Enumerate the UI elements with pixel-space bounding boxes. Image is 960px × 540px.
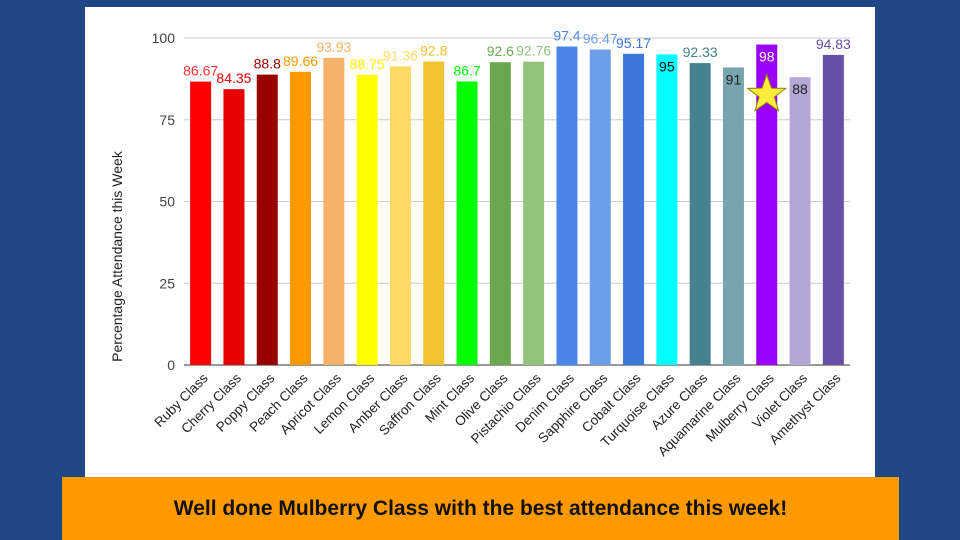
- data-label: 92.8: [420, 43, 447, 59]
- star-icon: [746, 72, 788, 112]
- y-tick-label: 25: [159, 275, 175, 291]
- chart-panel: 0 25 50 75 100 Percentage Attendance this Wee…: [85, 7, 875, 485]
- bar-sapphire-class: [589, 49, 611, 366]
- bar-chart: 0 25 50 75 100 Percentage Attendance this Wee…: [109, 28, 851, 460]
- y-tick-label: 75: [159, 112, 175, 128]
- data-label: 86.7: [453, 62, 480, 78]
- data-label: 91: [726, 71, 742, 87]
- data-label: 88: [792, 81, 808, 97]
- data-label: 95.17: [616, 35, 651, 51]
- bar-amethyst-class: [822, 54, 844, 366]
- bar-cobalt-class: [623, 53, 645, 366]
- data-label: 89.66: [283, 53, 318, 69]
- data-label: 98: [759, 49, 775, 65]
- bar-peach-class: [290, 71, 312, 365]
- bar-mint-class: [456, 81, 478, 365]
- bar-azure-class: [689, 63, 711, 365]
- data-label: 93.93: [316, 39, 351, 55]
- y-tick-label: 0: [167, 357, 175, 373]
- bar-saffron-class: [423, 61, 445, 365]
- bar-pistachio-class: [523, 61, 545, 365]
- bar-ruby-class: [190, 81, 212, 365]
- bar-aquamarine-class: [722, 67, 744, 366]
- data-label: 96.47: [583, 31, 618, 47]
- bar-denim-class: [556, 46, 578, 365]
- data-label: 84.35: [216, 70, 251, 86]
- data-label: 86.67: [183, 63, 218, 79]
- bar-apricot-class: [323, 57, 345, 365]
- y-axis-title: Percentage Attendance this Week: [109, 150, 125, 362]
- bar-amber-class: [389, 66, 411, 365]
- y-tick-label: 50: [159, 194, 175, 210]
- banner: Well done Mulberry Class with the best a…: [62, 477, 899, 540]
- bar-lemon-class: [356, 74, 378, 365]
- bar-violet-class: [789, 77, 811, 366]
- data-label: 92.6: [487, 43, 514, 59]
- data-label: 91.36: [383, 47, 418, 63]
- data-label: 92.33: [683, 44, 718, 60]
- data-label: 92.76: [516, 43, 551, 59]
- data-label: 94.83: [816, 36, 851, 52]
- bar-turquoise-class: [656, 54, 678, 365]
- bar-olive-class: [489, 62, 511, 366]
- banner-text: Well done Mulberry Class with the best a…: [173, 496, 788, 520]
- bar-poppy-class: [256, 74, 278, 366]
- data-label: 88.8: [254, 56, 281, 72]
- bar-mulberry-class: [756, 44, 778, 365]
- y-tick-label: 100: [152, 30, 176, 46]
- data-label: 88.75: [350, 56, 385, 72]
- data-label: 97.4: [553, 28, 580, 44]
- data-label: 95: [659, 58, 675, 74]
- bar-cherry-class: [223, 89, 245, 365]
